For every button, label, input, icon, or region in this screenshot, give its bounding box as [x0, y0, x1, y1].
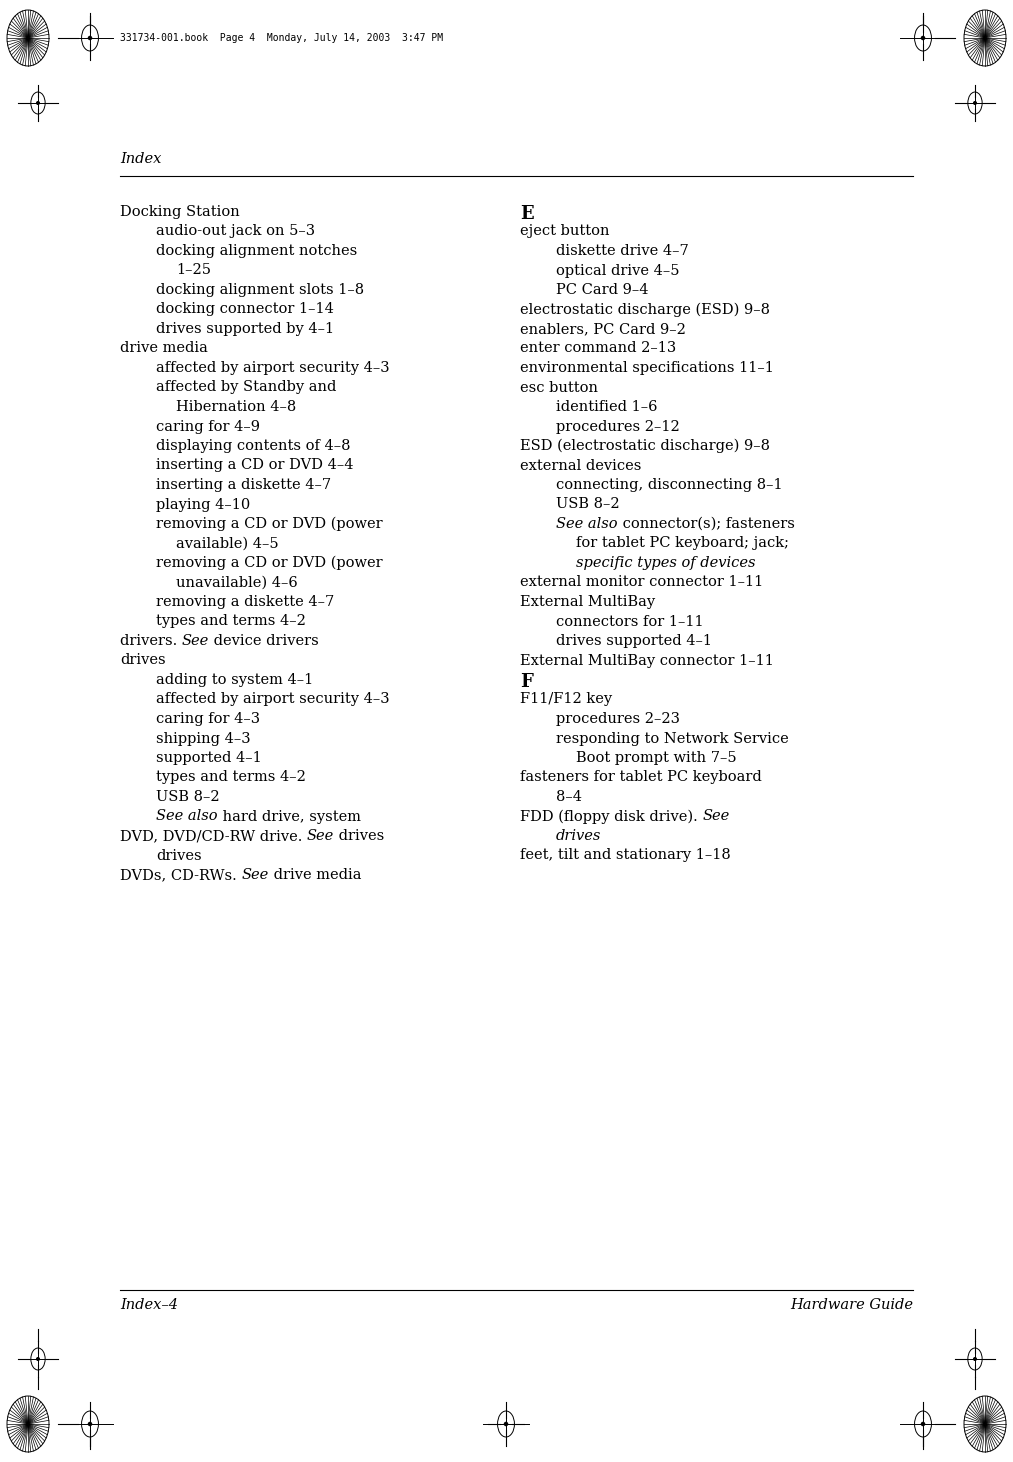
Text: Boot prompt with 7–5: Boot prompt with 7–5 — [576, 751, 736, 765]
Text: 8–4: 8–4 — [556, 789, 582, 804]
Text: specific types of devices: specific types of devices — [576, 556, 756, 570]
Text: audio-out jack on 5–3: audio-out jack on 5–3 — [156, 225, 315, 238]
Text: types and terms 4–2: types and terms 4–2 — [156, 614, 306, 629]
Text: drives: drives — [156, 848, 202, 863]
Text: Index–4: Index–4 — [120, 1298, 178, 1311]
Circle shape — [973, 102, 977, 104]
Text: enablers, PC Card 9–2: enablers, PC Card 9–2 — [520, 322, 686, 336]
Text: procedures 2–23: procedures 2–23 — [556, 712, 680, 727]
Text: eject button: eject button — [520, 225, 610, 238]
Text: diskette drive 4–7: diskette drive 4–7 — [556, 244, 689, 257]
Text: procedures 2–12: procedures 2–12 — [556, 420, 680, 434]
Text: 331734-001.book  Page 4  Monday, July 14, 2003  3:47 PM: 331734-001.book Page 4 Monday, July 14, … — [120, 34, 443, 42]
Text: USB 8–2: USB 8–2 — [156, 789, 220, 804]
Text: feet, tilt and stationary 1–18: feet, tilt and stationary 1–18 — [520, 848, 730, 863]
Text: drives: drives — [120, 654, 165, 668]
Text: removing a CD or DVD (power: removing a CD or DVD (power — [156, 518, 383, 531]
Text: See: See — [307, 829, 334, 844]
Text: inserting a diskette 4–7: inserting a diskette 4–7 — [156, 478, 331, 493]
Text: external monitor connector 1–11: external monitor connector 1–11 — [520, 576, 763, 589]
Text: external devices: external devices — [520, 459, 641, 472]
Text: responding to Network Service: responding to Network Service — [556, 731, 789, 746]
Text: drive media: drive media — [268, 868, 361, 882]
Text: connector(s); fasteners: connector(s); fasteners — [618, 518, 794, 531]
Text: docking alignment notches: docking alignment notches — [156, 244, 358, 257]
Text: caring for 4–3: caring for 4–3 — [156, 712, 260, 727]
Text: drives supported by 4–1: drives supported by 4–1 — [156, 322, 334, 336]
Text: optical drive 4–5: optical drive 4–5 — [556, 263, 680, 278]
Text: identified 1–6: identified 1–6 — [556, 401, 657, 414]
Circle shape — [88, 37, 91, 39]
Circle shape — [88, 1423, 91, 1425]
Text: DVDs, CD-RWs.: DVDs, CD-RWs. — [120, 868, 241, 882]
Text: displaying contents of 4–8: displaying contents of 4–8 — [156, 439, 350, 453]
Text: Hibernation 4–8: Hibernation 4–8 — [176, 401, 296, 414]
Circle shape — [504, 1423, 508, 1425]
Text: See: See — [182, 635, 209, 648]
Text: docking alignment slots 1–8: docking alignment slots 1–8 — [156, 284, 364, 297]
Text: DVD, DVD/CD-RW drive.: DVD, DVD/CD-RW drive. — [120, 829, 307, 844]
Text: ESD (electrostatic discharge) 9–8: ESD (electrostatic discharge) 9–8 — [520, 439, 770, 453]
Text: types and terms 4–2: types and terms 4–2 — [156, 770, 306, 785]
Text: drives supported 4–1: drives supported 4–1 — [556, 635, 712, 648]
Text: drive media: drive media — [120, 342, 208, 355]
Text: See: See — [241, 868, 268, 882]
Text: See: See — [702, 810, 729, 823]
Circle shape — [922, 37, 925, 39]
Text: Hardware Guide: Hardware Guide — [790, 1298, 913, 1311]
Text: supported 4–1: supported 4–1 — [156, 751, 261, 765]
Text: removing a diskette 4–7: removing a diskette 4–7 — [156, 595, 334, 610]
Text: F: F — [520, 673, 533, 692]
Circle shape — [973, 1358, 977, 1360]
Text: connectors for 1–11: connectors for 1–11 — [556, 614, 704, 629]
Text: E: E — [520, 205, 534, 224]
Text: playing 4–10: playing 4–10 — [156, 497, 250, 512]
Text: drives: drives — [556, 829, 602, 844]
Circle shape — [922, 1423, 925, 1425]
Text: affected by airport security 4–3: affected by airport security 4–3 — [156, 361, 390, 374]
Text: device drivers: device drivers — [209, 635, 319, 648]
Text: Docking Station: Docking Station — [120, 205, 240, 219]
Text: PC Card 9–4: PC Card 9–4 — [556, 284, 648, 297]
Text: External MultiBay connector 1–11: External MultiBay connector 1–11 — [520, 654, 774, 668]
Text: USB 8–2: USB 8–2 — [556, 497, 620, 512]
Text: available) 4–5: available) 4–5 — [176, 537, 279, 551]
Text: for tablet PC keyboard; jack;: for tablet PC keyboard; jack; — [576, 537, 789, 551]
Text: Index: Index — [120, 152, 161, 167]
Text: affected by Standby and: affected by Standby and — [156, 380, 336, 395]
Text: FDD (floppy disk drive).: FDD (floppy disk drive). — [520, 810, 702, 825]
Text: shipping 4–3: shipping 4–3 — [156, 731, 250, 746]
Text: esc button: esc button — [520, 380, 598, 395]
Text: caring for 4–9: caring for 4–9 — [156, 420, 260, 434]
Circle shape — [36, 1358, 40, 1360]
Text: F11/F12 key: F11/F12 key — [520, 693, 612, 706]
Text: See also: See also — [556, 518, 618, 531]
Text: docking connector 1–14: docking connector 1–14 — [156, 303, 334, 316]
Text: fasteners for tablet PC keyboard: fasteners for tablet PC keyboard — [520, 770, 762, 785]
Text: 1–25: 1–25 — [176, 263, 211, 278]
Text: removing a CD or DVD (power: removing a CD or DVD (power — [156, 556, 383, 570]
Text: drivers.: drivers. — [120, 635, 182, 648]
Text: electrostatic discharge (ESD) 9–8: electrostatic discharge (ESD) 9–8 — [520, 303, 770, 317]
Text: inserting a CD or DVD 4–4: inserting a CD or DVD 4–4 — [156, 459, 354, 472]
Text: See also: See also — [156, 810, 218, 823]
Circle shape — [36, 102, 40, 104]
Text: connecting, disconnecting 8–1: connecting, disconnecting 8–1 — [556, 478, 783, 493]
Text: unavailable) 4–6: unavailable) 4–6 — [176, 576, 298, 589]
Text: affected by airport security 4–3: affected by airport security 4–3 — [156, 693, 390, 706]
Text: hard drive, system: hard drive, system — [218, 810, 361, 823]
Text: drives: drives — [334, 829, 385, 844]
Text: External MultiBay: External MultiBay — [520, 595, 655, 610]
Text: adding to system 4–1: adding to system 4–1 — [156, 673, 313, 687]
Text: enter command 2–13: enter command 2–13 — [520, 342, 677, 355]
Text: environmental specifications 11–1: environmental specifications 11–1 — [520, 361, 774, 374]
